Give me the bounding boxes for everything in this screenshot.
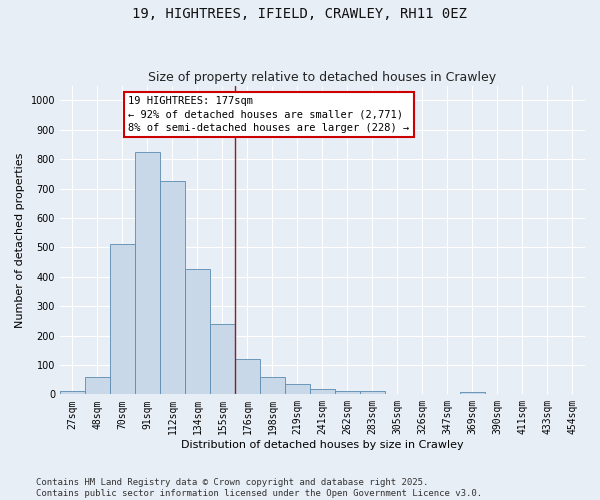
Bar bbox=[235, 359, 260, 394]
Text: 19, HIGHTREES, IFIELD, CRAWLEY, RH11 0EZ: 19, HIGHTREES, IFIELD, CRAWLEY, RH11 0EZ bbox=[133, 8, 467, 22]
X-axis label: Distribution of detached houses by size in Crawley: Distribution of detached houses by size … bbox=[181, 440, 464, 450]
Bar bbox=[110, 244, 135, 394]
Text: 19 HIGHTREES: 177sqm
← 92% of detached houses are smaller (2,771)
8% of semi-det: 19 HIGHTREES: 177sqm ← 92% of detached h… bbox=[128, 96, 409, 133]
Bar bbox=[360, 392, 385, 394]
Bar bbox=[460, 392, 485, 394]
Bar bbox=[85, 376, 110, 394]
Bar bbox=[135, 152, 160, 394]
Bar bbox=[60, 392, 85, 394]
Bar bbox=[310, 390, 335, 394]
Bar bbox=[285, 384, 310, 394]
Bar bbox=[260, 378, 285, 394]
Text: Contains HM Land Registry data © Crown copyright and database right 2025.
Contai: Contains HM Land Registry data © Crown c… bbox=[36, 478, 482, 498]
Y-axis label: Number of detached properties: Number of detached properties bbox=[15, 152, 25, 328]
Bar bbox=[185, 270, 210, 394]
Bar bbox=[335, 390, 360, 394]
Title: Size of property relative to detached houses in Crawley: Size of property relative to detached ho… bbox=[148, 72, 497, 85]
Bar bbox=[160, 181, 185, 394]
Bar bbox=[210, 324, 235, 394]
